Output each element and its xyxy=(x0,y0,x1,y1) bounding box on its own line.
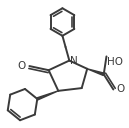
Text: O: O xyxy=(117,84,125,94)
Text: N: N xyxy=(70,56,78,66)
Text: O: O xyxy=(18,61,26,71)
Polygon shape xyxy=(87,69,104,76)
Text: HO: HO xyxy=(107,57,123,67)
Polygon shape xyxy=(37,91,58,100)
